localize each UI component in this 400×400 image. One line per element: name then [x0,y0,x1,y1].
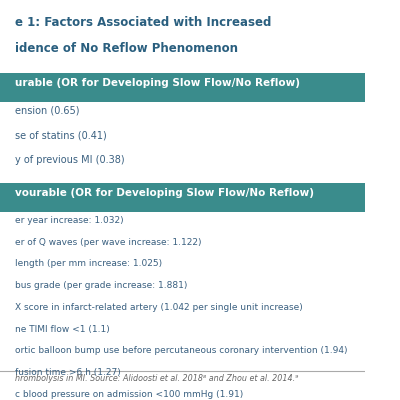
Text: c blood pressure on admission <100 mmHg (1.91): c blood pressure on admission <100 mmHg … [15,390,243,399]
Text: urable (OR for Developing Slow Flow/No Reflow): urable (OR for Developing Slow Flow/No R… [15,78,300,88]
Text: er of Q waves (per wave increase: 1.122): er of Q waves (per wave increase: 1.122) [15,238,201,246]
Text: y of previous MI (0.38): y of previous MI (0.38) [15,155,124,165]
Text: ne TIMI flow <1 (1.1): ne TIMI flow <1 (1.1) [15,324,109,334]
Text: hrombolysis in MI. Source: Alidoosti et al. 2018⁸ and Zhou et al. 2014.⁹: hrombolysis in MI. Source: Alidoosti et … [15,374,298,383]
FancyBboxPatch shape [0,73,365,102]
Text: fusion time >6 h (1.27): fusion time >6 h (1.27) [15,368,120,377]
Text: se of statins (0.41): se of statins (0.41) [15,130,106,140]
Text: length (per mm increase: 1.025): length (per mm increase: 1.025) [15,259,162,268]
Text: ension (0.65): ension (0.65) [15,106,79,116]
Text: X score in infarct-related artery (1.042 per single unit increase): X score in infarct-related artery (1.042… [15,303,302,312]
Text: ortic balloon bump use before percutaneous coronary intervention (1.94): ortic balloon bump use before percutaneo… [15,346,347,355]
Text: e 1: Factors Associated with Increased: e 1: Factors Associated with Increased [15,16,271,29]
Text: bus grade (per grade increase: 1.881): bus grade (per grade increase: 1.881) [15,281,187,290]
Text: idence of No Reflow Phenomenon: idence of No Reflow Phenomenon [15,42,238,54]
Text: vourable (OR for Developing Slow Flow/No Reflow): vourable (OR for Developing Slow Flow/No… [15,188,314,198]
FancyBboxPatch shape [0,184,365,212]
Text: er year increase: 1.032): er year increase: 1.032) [15,216,123,225]
